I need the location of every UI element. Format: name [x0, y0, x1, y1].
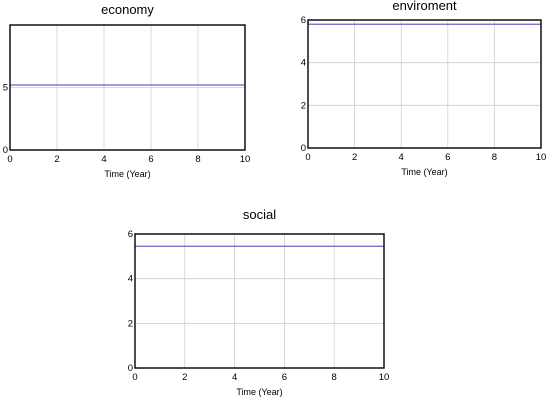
chart-title: enviroment	[392, 0, 457, 13]
x-tick-label: 6	[445, 152, 450, 163]
plot-frame	[307, 19, 542, 149]
x-tick-label: 8	[492, 152, 497, 163]
x-tick-label: 8	[195, 154, 200, 165]
x-axis-label: Time (Year)	[401, 167, 447, 177]
y-tick-label: 4	[128, 274, 133, 285]
x-axis-label: Time (Year)	[104, 169, 150, 179]
plot-frame	[9, 24, 246, 151]
x-tick-label: 4	[399, 152, 404, 163]
chart-title: social	[243, 207, 276, 222]
chart-economy: economy 0 2 4 6 8 10 0 5 Time (Year)	[3, 2, 251, 179]
chart-enviroment: enviroment 0 2 4 6 8 10 0 2 4 6 Time (Year)	[301, 0, 547, 177]
x-tick-label: 10	[240, 154, 251, 165]
x-tick-label: 2	[182, 372, 187, 383]
x-tick-label: 10	[536, 152, 547, 163]
x-tick-label: 2	[54, 154, 59, 165]
x-axis-label: Time (Year)	[236, 387, 282, 397]
x-tick-label: 4	[101, 154, 106, 165]
y-tick-label: 2	[301, 100, 306, 111]
y-tick-label: 0	[301, 143, 306, 154]
y-tick-label: 6	[301, 15, 306, 26]
x-tick-label: 10	[379, 372, 390, 383]
plot-frame	[134, 233, 385, 369]
x-tick-label: 8	[332, 372, 337, 383]
x-tick-label: 2	[352, 152, 357, 163]
x-tick-label: 6	[148, 154, 153, 165]
x-tick-label: 4	[232, 372, 237, 383]
y-tick-label: 5	[3, 83, 8, 94]
x-tick-label: 0	[7, 154, 12, 165]
y-tick-label: 6	[128, 229, 133, 240]
x-tick-label: 0	[132, 372, 137, 383]
y-tick-label: 0	[128, 363, 133, 374]
y-tick-label: 0	[3, 145, 8, 156]
y-tick-label: 2	[128, 318, 133, 329]
y-tick-label: 4	[301, 58, 306, 69]
chart-title: economy	[101, 2, 154, 17]
x-tick-label: 6	[282, 372, 287, 383]
x-tick-label: 0	[305, 152, 310, 163]
